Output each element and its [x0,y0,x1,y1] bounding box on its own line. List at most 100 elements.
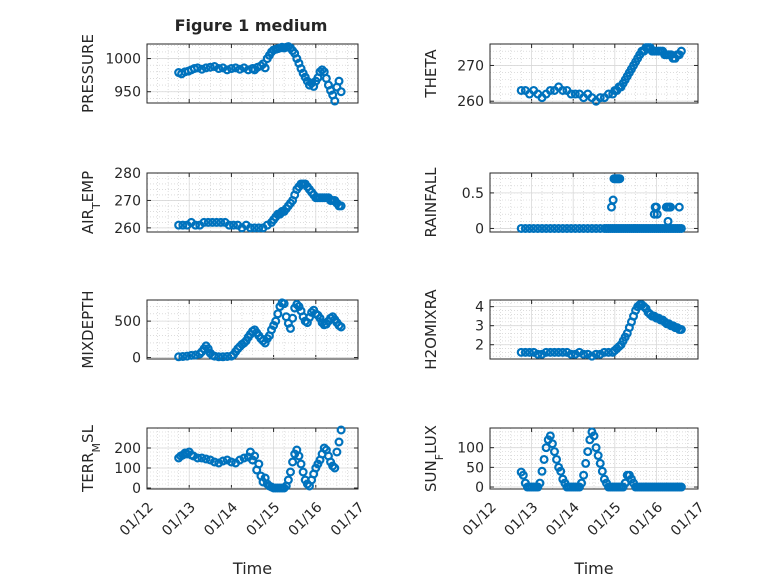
figure-title: Figure 1 medium [175,16,328,35]
data-point [245,223,255,233]
data-point [579,349,589,359]
data-point [226,457,236,467]
data-point [566,89,576,99]
data-point [533,223,543,233]
ylabel-air_temp: AIRTEMP [79,171,103,234]
data-point [216,217,226,227]
data-point [250,223,260,233]
data-point [212,217,222,227]
data-point [279,299,289,309]
data-point [218,456,228,466]
y-tick-label: 0 [475,480,484,496]
data-point [608,195,618,205]
x-tick-label: 01/12 [117,499,157,539]
data-point [556,466,566,476]
data-point [222,65,232,75]
data-point [595,93,605,103]
ylabel-part: THETA [422,49,440,99]
data-point [558,223,568,233]
data-point [537,223,547,233]
data-point [203,344,213,354]
subplot-rainfall: 0 0.5 RAINFALL [422,167,699,237]
data-point [224,220,234,230]
y-tick-label: 1000 [105,52,141,68]
ylabel-pressure: PRESSURE [79,34,97,113]
data-point [298,467,308,477]
data-point [545,223,555,233]
data-point [593,451,603,461]
data-point [516,85,526,95]
data-point [231,63,241,73]
y-tick-label: 2 [475,338,484,354]
data-point [604,89,614,99]
ylabel-part: AIR [79,209,97,234]
x-tick-label: 01/13 [159,499,199,539]
xlabel-sun_flux: Time [573,559,613,578]
data-point [545,347,555,357]
data-point [197,453,207,463]
data-point [597,466,607,476]
data-point [589,431,599,441]
data-point [332,447,342,457]
data-point [516,347,526,357]
subplot-mixdepth: 0 500 MIXDEPTH [79,290,359,369]
data-point [525,347,535,357]
x-tick-label: 01/15 [244,499,284,539]
data-point [591,443,601,453]
y-tick-label: 0 [132,351,141,367]
axes-box-air_temp [146,172,359,233]
data-point [554,347,564,357]
data-point [676,46,686,56]
y-tick-label: 0.5 [462,186,484,202]
data-point [336,322,346,332]
data-point [186,350,196,360]
y-tick-label: 260 [457,94,484,110]
ylabel-part: H2OMIXRA [422,289,440,370]
data-point [620,478,630,488]
data-point [520,223,530,233]
axes-box-rainfall [489,172,699,233]
axes-border-mixdepth [146,299,359,360]
data-point [591,349,601,359]
data-point [552,454,562,464]
data-point [330,463,340,473]
ylabel-subscript: M [90,443,103,453]
data-point [285,323,295,333]
data-point [174,220,184,230]
data-point [214,64,224,74]
x-tick-label: 01/14 [201,499,241,539]
data-point [207,217,217,227]
data-point [191,220,201,230]
data-point [652,209,662,219]
y-tick-label: 3 [475,319,484,335]
ylabel-subscript: T [90,202,103,210]
ylabel-part: PRESSURE [79,34,97,113]
data-point [583,223,593,233]
data-point [566,223,576,233]
data-point [537,466,547,476]
ylabel-terr_msl: TERRMSL [79,424,103,493]
x-tick-label: 01/14 [543,499,583,539]
y-tick-label: 100 [114,461,141,477]
x-tick-label: 01/16 [286,499,326,539]
axes-border-terr_msl [146,427,359,490]
y-tick-label: 270 [457,58,484,74]
data-point [570,89,580,99]
data-point [210,351,220,361]
data-point [336,87,346,97]
data-point [235,64,245,74]
data-point [239,453,249,463]
data-point [336,425,346,435]
data-point [666,202,676,212]
xlabel-terr_msl: Time [232,559,272,578]
y-tick-label: 50 [466,460,484,476]
data-point [266,325,276,335]
data-point [294,451,304,461]
data-point [174,352,184,362]
data-point [518,470,528,480]
data-point [549,223,559,233]
data-point [541,443,551,453]
data-point [199,217,209,227]
ylabel-mixdepth: MIXDEPTH [79,290,97,368]
